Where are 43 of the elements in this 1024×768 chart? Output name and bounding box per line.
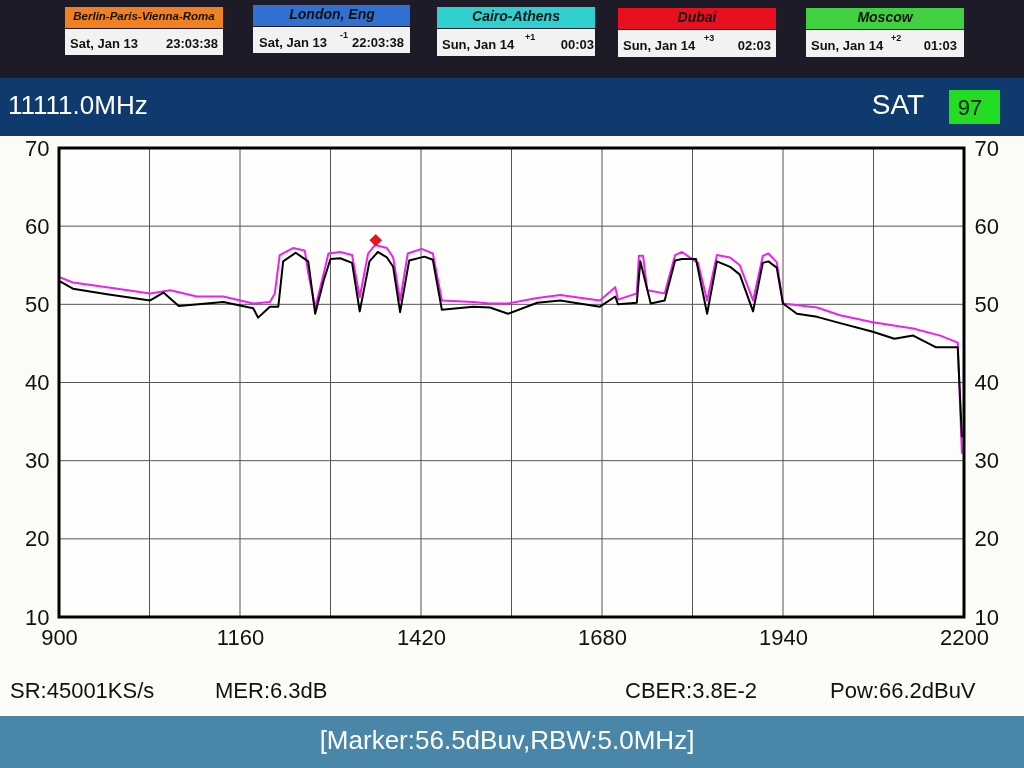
- y2-tick-label: 30: [974, 448, 999, 474]
- text: 97: [957, 95, 983, 120]
- x-tick-label: 1420: [397, 624, 446, 650]
- y2-tick-label: 50: [974, 291, 999, 317]
- text: SAT: [871, 89, 925, 120]
- text: Dubai: [677, 9, 718, 25]
- x-tick-label: 1680: [578, 624, 627, 650]
- y-tick-label: 50: [25, 291, 50, 317]
- text: Sun, Jan 14: [442, 37, 516, 52]
- text: Sat, Jan 13: [70, 36, 138, 51]
- y2-tick-label: 20: [974, 526, 999, 552]
- y-tick-label: 40: [25, 370, 50, 395]
- text: 01:03: [923, 38, 957, 53]
- text: +1: [524, 32, 536, 42]
- text: Sat, Jan 13: [259, 35, 327, 50]
- text: 22:03:38: [351, 35, 404, 50]
- text: London, Eng: [289, 6, 376, 22]
- y2-tick-label: 40: [974, 370, 999, 395]
- text: [Marker:56.5dBuv,RBW:5.0MHz]: [319, 725, 695, 755]
- text: Cairo-Athens: [472, 8, 561, 24]
- y2-tick-label: 70: [974, 135, 999, 161]
- text: +3: [703, 33, 715, 43]
- text: CBER:3.8E-2: [625, 678, 758, 703]
- text: MER:6.3dB: [215, 678, 328, 703]
- text: 02:03: [737, 38, 771, 53]
- text: SR:45001KS/s: [10, 678, 155, 703]
- text: Pow:66.2dBuV: [830, 678, 976, 703]
- text: Sun, Jan 14: [623, 38, 697, 53]
- text: +2: [890, 33, 902, 43]
- y-tick-label: 30: [25, 448, 50, 474]
- text: Berlin-Paris-Vienna-Roma: [73, 10, 216, 22]
- chart-title: 11111.0MHz: [8, 90, 148, 120]
- text: Moscow: [857, 9, 914, 25]
- text: Sun, Jan 14: [811, 38, 885, 53]
- y2-tick-label: 60: [974, 213, 999, 239]
- y-tick-label: 70: [25, 135, 50, 161]
- x-tick-label: 1940: [759, 624, 808, 650]
- text: -1: [339, 30, 349, 40]
- text: 00:03: [560, 37, 594, 52]
- y-tick-label: 60: [25, 213, 50, 239]
- x-tick-label: 1160: [216, 624, 265, 650]
- y-tick-label: 20: [25, 526, 50, 552]
- text: 23:03:38: [165, 36, 218, 51]
